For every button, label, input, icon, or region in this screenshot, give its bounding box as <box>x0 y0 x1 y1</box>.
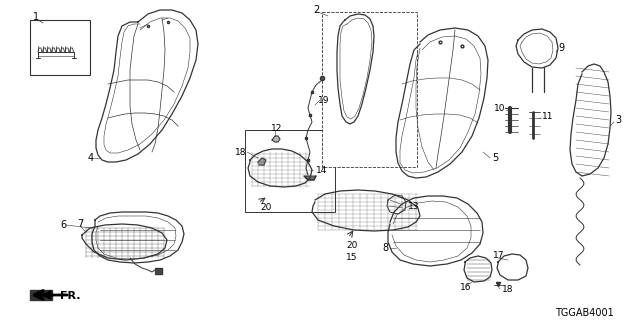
Bar <box>245 130 335 212</box>
Text: 18: 18 <box>234 148 246 156</box>
Text: 18: 18 <box>502 284 513 293</box>
Polygon shape <box>155 268 162 274</box>
Text: 14: 14 <box>316 165 328 174</box>
Text: 11: 11 <box>542 111 554 121</box>
Text: 6: 6 <box>60 220 66 230</box>
Text: FR.: FR. <box>60 291 81 301</box>
Text: 15: 15 <box>346 253 358 262</box>
Text: 8: 8 <box>382 243 388 253</box>
Text: 9: 9 <box>558 43 564 53</box>
Text: 3: 3 <box>615 115 621 125</box>
Text: 7: 7 <box>77 219 83 229</box>
Text: 13: 13 <box>408 202 419 211</box>
Text: 20: 20 <box>346 241 357 250</box>
Text: 17: 17 <box>493 251 504 260</box>
Text: 1: 1 <box>33 12 39 22</box>
Text: 20: 20 <box>260 203 271 212</box>
Polygon shape <box>258 158 266 165</box>
Text: 10: 10 <box>494 103 506 113</box>
Polygon shape <box>272 136 280 142</box>
Text: 12: 12 <box>271 124 282 132</box>
Text: 5: 5 <box>492 153 499 163</box>
Polygon shape <box>304 176 316 180</box>
Bar <box>30 20 90 75</box>
Polygon shape <box>30 290 52 300</box>
Text: 4: 4 <box>88 153 94 163</box>
Text: TGGAB4001: TGGAB4001 <box>555 308 614 318</box>
Bar <box>322 12 417 167</box>
Text: 19: 19 <box>318 95 330 105</box>
Text: 2: 2 <box>313 5 319 15</box>
Text: 16: 16 <box>460 283 472 292</box>
